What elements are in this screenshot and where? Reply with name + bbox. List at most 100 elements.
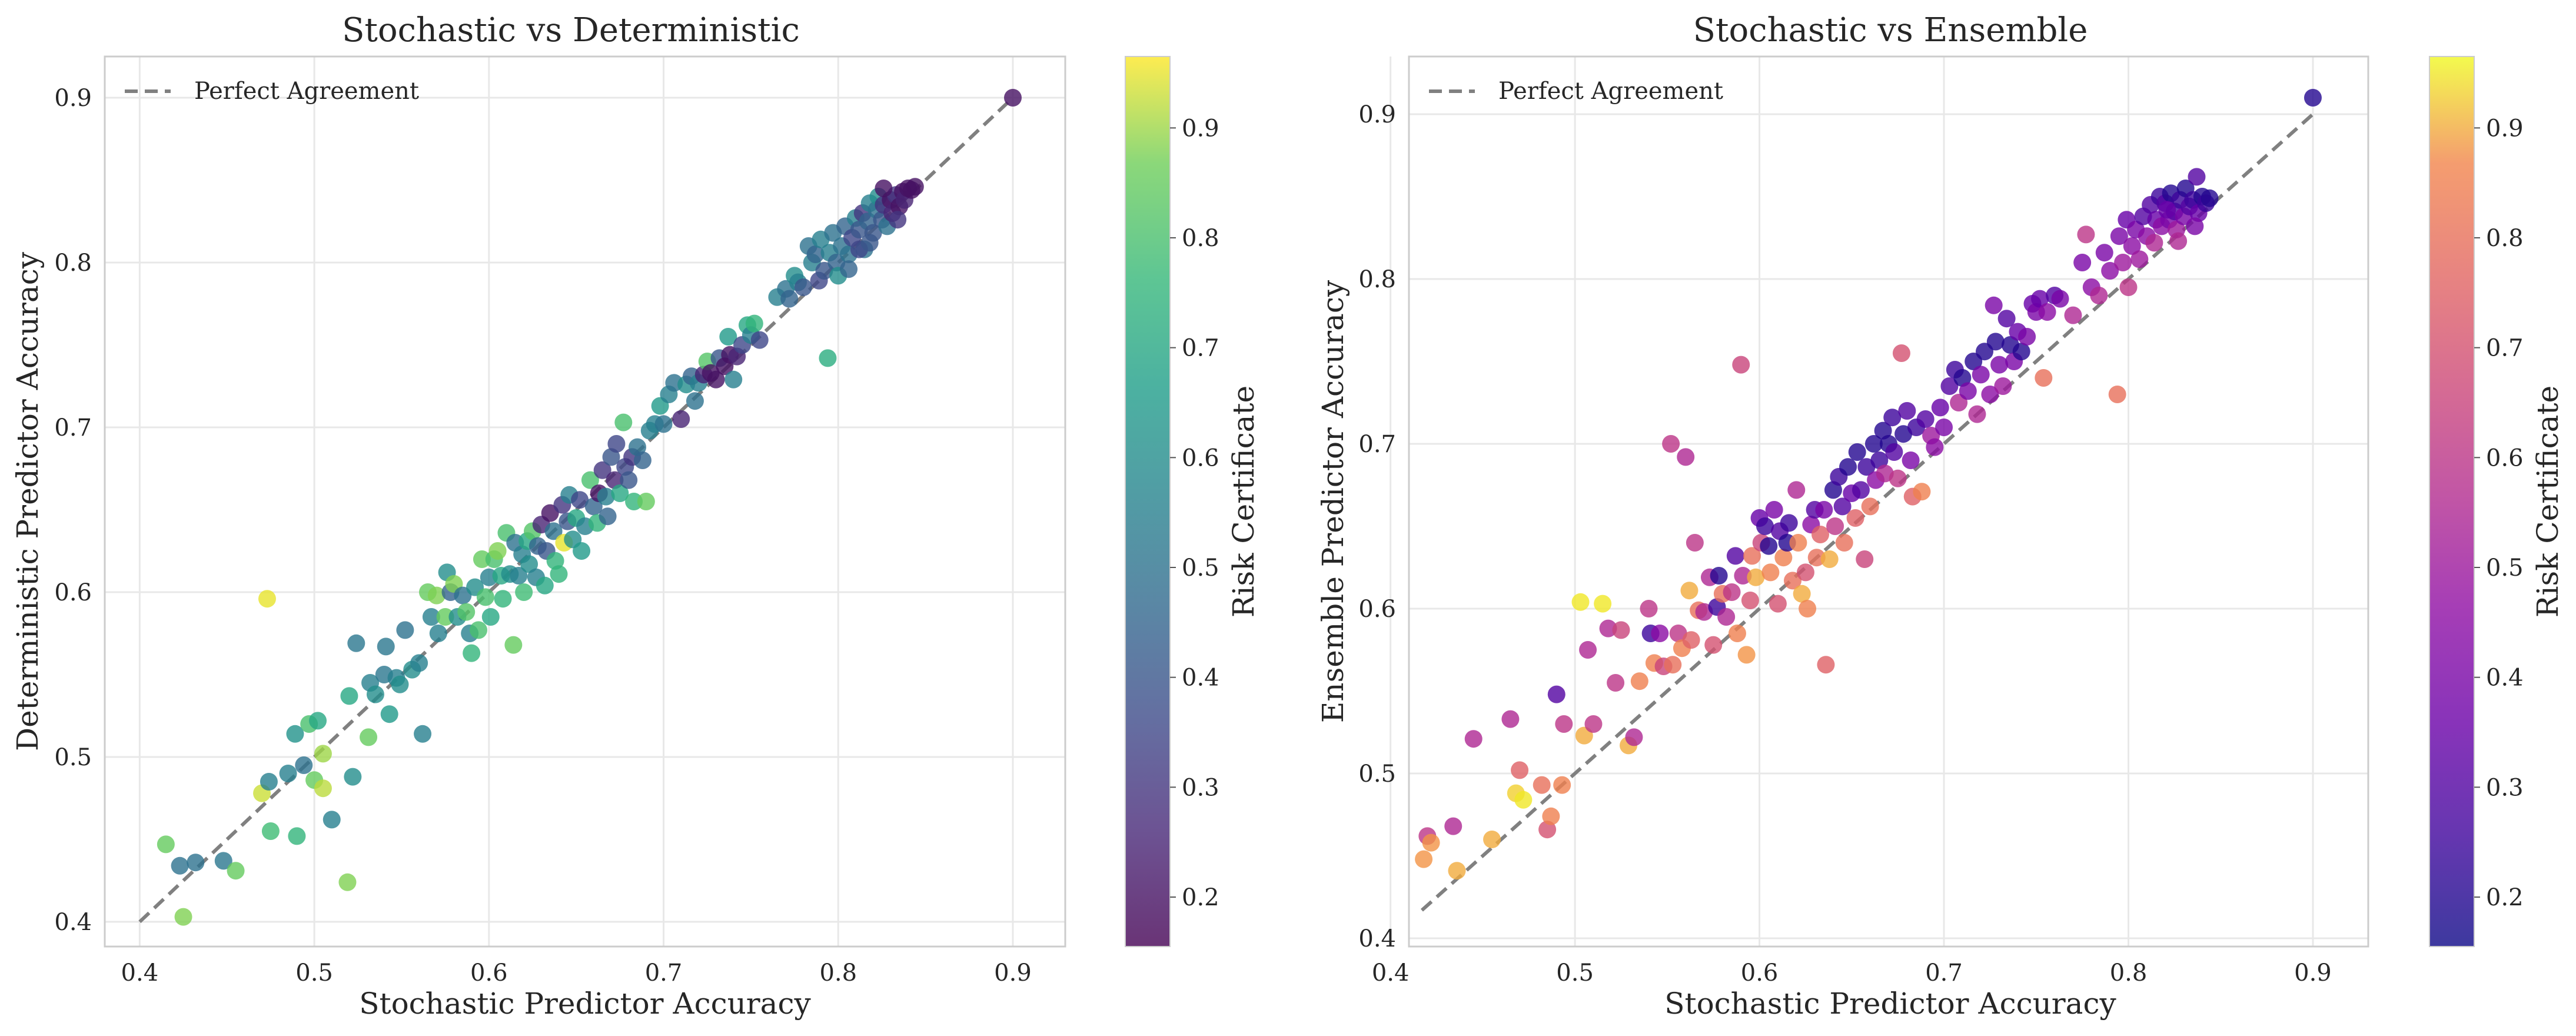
data-point [1756, 517, 1774, 535]
data-point [2077, 225, 2095, 244]
data-point [279, 765, 297, 782]
data-point [550, 565, 568, 583]
colorbar-tick-label: 0.8 [2486, 225, 2524, 252]
data-point [1940, 377, 1959, 395]
data-point [473, 550, 491, 568]
data-point [1501, 710, 1520, 728]
colorbar-tick-label: 0.6 [1182, 444, 1219, 471]
data-point [1612, 621, 1630, 639]
colorbar-frame [1125, 56, 1171, 947]
data-point [286, 725, 304, 743]
data-point [1682, 631, 1700, 649]
data-point [347, 634, 365, 652]
data-point [573, 542, 591, 560]
x-tick-label: 0.7 [645, 959, 683, 987]
data-point [1415, 850, 1433, 868]
data-point [780, 290, 799, 308]
data-point [1824, 481, 1842, 499]
x-axis-ticks: 0.4 0.5 0.6 0.7 0.8 0.9 [1372, 959, 2332, 987]
data-point [2012, 343, 2030, 361]
data-point [1799, 600, 1817, 617]
data-point [344, 768, 362, 786]
data-point [1664, 656, 1682, 674]
x-tick-label: 0.8 [819, 959, 857, 987]
data-point [1584, 715, 1603, 733]
colorbar-frame [2429, 56, 2475, 947]
data-point [391, 675, 409, 693]
data-point [1662, 435, 1680, 453]
data-point [1981, 386, 1999, 403]
data-point [1916, 410, 1935, 428]
data-point [1717, 608, 1736, 626]
data-point [360, 728, 378, 746]
data-point [1651, 625, 1669, 642]
data-point [1994, 377, 2012, 395]
y-axis-label: Deterministic Predictor Accuracy [11, 251, 45, 751]
colorbar: 0.2 0.3 0.4 0.5 0.6 0.7 0.8 0.9 Risk Certificat… [2429, 56, 2565, 947]
data-point [620, 471, 638, 489]
data-point [1774, 549, 1793, 567]
data-point [1953, 369, 1972, 387]
x-axis-label: Stochastic Predictor Accuracy [359, 987, 811, 1021]
x-axis-ticks: 0.4 0.5 0.6 0.7 0.8 0.9 [121, 959, 1032, 987]
data-point [1741, 592, 1759, 609]
data-point [340, 687, 358, 705]
data-point [2064, 306, 2082, 324]
data-point [633, 451, 652, 469]
y-tick-label: 0.6 [1358, 596, 1396, 623]
data-point [1579, 641, 1597, 659]
data-point [571, 491, 589, 509]
data-point [1444, 817, 1462, 835]
data-point [2186, 217, 2204, 235]
data-point [2119, 278, 2138, 296]
data-point [1892, 344, 1910, 362]
colorbar-tick-label: 0.5 [2486, 554, 2524, 582]
data-point [2108, 386, 2126, 403]
grid-lines [1390, 57, 2368, 947]
data-point [1848, 443, 1866, 461]
data-point [1990, 356, 2009, 374]
data-point [1533, 776, 1551, 794]
x-tick-label: 0.9 [2294, 959, 2332, 987]
y-tick-label: 0.4 [54, 909, 92, 936]
y-tick-label: 0.8 [54, 250, 92, 277]
data-point [187, 854, 205, 872]
data-point [614, 413, 633, 431]
data-point [1796, 563, 1814, 582]
data-point [2123, 237, 2141, 255]
data-point [1760, 537, 1778, 555]
data-point [1732, 356, 1750, 374]
data-point [2051, 290, 2069, 308]
data-point [1883, 409, 1902, 427]
data-point [1852, 481, 1870, 499]
data-point [2110, 227, 2128, 245]
data-point [637, 493, 655, 510]
data-point [1789, 534, 1807, 552]
data-point [1761, 563, 1780, 582]
data-point [686, 392, 704, 410]
y-tick-label: 0.7 [54, 414, 92, 441]
legend: Perfect Agreement [125, 78, 419, 105]
y-tick-label: 0.7 [1358, 431, 1396, 458]
x-tick-label: 0.5 [1556, 959, 1594, 987]
data-point [1926, 438, 1944, 456]
colorbar-gradient [2429, 57, 2474, 947]
colorbar-tick-label: 0.9 [2486, 115, 2524, 142]
data-point [2038, 303, 2056, 321]
data-point [366, 685, 384, 703]
data-point [1968, 405, 1986, 423]
y-tick-label: 0.8 [1358, 266, 1396, 293]
data-point [1820, 550, 1839, 568]
colorbar-gradient [1125, 57, 1170, 947]
data-point [520, 555, 539, 573]
data-point [1833, 497, 1852, 516]
data-point [309, 712, 327, 730]
data-point [410, 654, 428, 672]
data-point [1594, 595, 1612, 613]
data-point [745, 314, 763, 333]
y-tick-label: 0.6 [54, 579, 92, 606]
data-point [672, 410, 690, 428]
data-point [1846, 509, 1864, 527]
data-point [1793, 585, 1811, 603]
